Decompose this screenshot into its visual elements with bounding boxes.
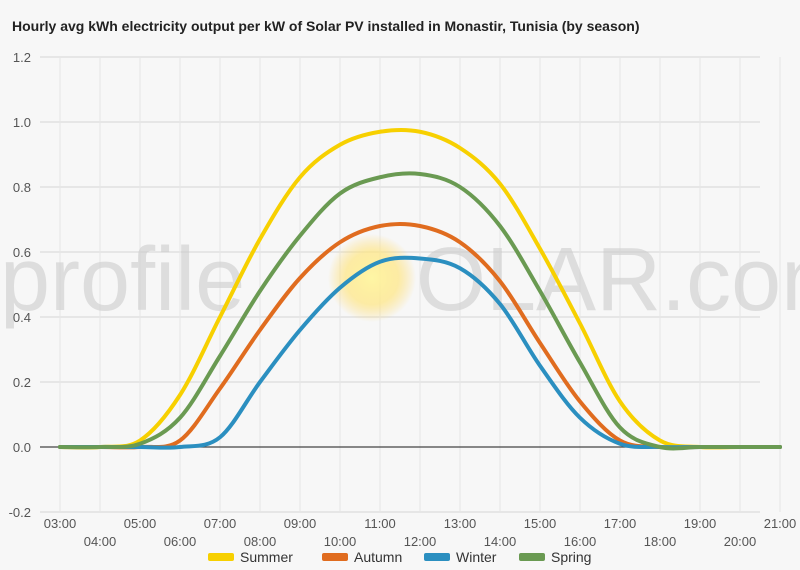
x-tick-label: 19:00 — [684, 516, 717, 531]
y-tick-label: 0.2 — [13, 375, 31, 390]
x-tick-label: 11:00 — [364, 516, 396, 531]
y-tick-label: 1.2 — [13, 50, 31, 65]
series-line-summer — [58, 127, 782, 450]
legend-swatch-autumn — [322, 553, 348, 561]
y-tick-label: 0.6 — [13, 245, 31, 260]
x-tick-label: 13:00 — [444, 516, 477, 531]
y-tick-label: -0.2 — [9, 505, 31, 520]
x-tick-label: 10:00 — [324, 534, 357, 549]
series-line-spring — [58, 171, 782, 451]
chart-title: Hourly avg kWh electricity output per kW… — [12, 18, 640, 34]
legend-swatch-winter — [424, 553, 450, 561]
x-tick-label: 18:00 — [644, 534, 677, 549]
x-tick-label: 20:00 — [724, 534, 757, 549]
y-tick-label: 0.8 — [13, 180, 31, 195]
legend-label-winter: Winter — [456, 549, 497, 565]
x-tick-label: 08:00 — [244, 534, 277, 549]
x-tick-label: 12:00 — [404, 534, 437, 549]
x-tick-label: 14:00 — [484, 534, 517, 549]
legend-swatch-spring — [519, 553, 545, 561]
y-tick-label: 0.4 — [13, 310, 31, 325]
x-tick-label: 09:00 — [284, 516, 317, 531]
x-tick-label: 03:00 — [44, 516, 77, 531]
legend-label-summer: Summer — [240, 549, 293, 565]
x-tick-label: 05:00 — [124, 516, 157, 531]
x-tick-label: 04:00 — [84, 534, 117, 549]
x-tick-label: 16:00 — [564, 534, 597, 549]
y-tick-label: 0.0 — [13, 440, 31, 455]
x-tick-label: 17:00 — [604, 516, 637, 531]
legend-label-autumn: Autumn — [354, 549, 402, 565]
watermark-text-left: profile — [0, 230, 245, 330]
x-tick-label: 07:00 — [204, 516, 237, 531]
x-tick-label: 06:00 — [164, 534, 197, 549]
legend-label-spring: Spring — [551, 549, 591, 565]
watermark-text-right: OLAR.com — [416, 230, 800, 330]
x-tick-label: 15:00 — [524, 516, 557, 531]
legend-swatch-summer — [208, 553, 234, 561]
x-tick-label: 21:00 — [764, 516, 797, 531]
watermark-sun-icon — [328, 234, 416, 322]
y-tick-label: 1.0 — [13, 115, 31, 130]
